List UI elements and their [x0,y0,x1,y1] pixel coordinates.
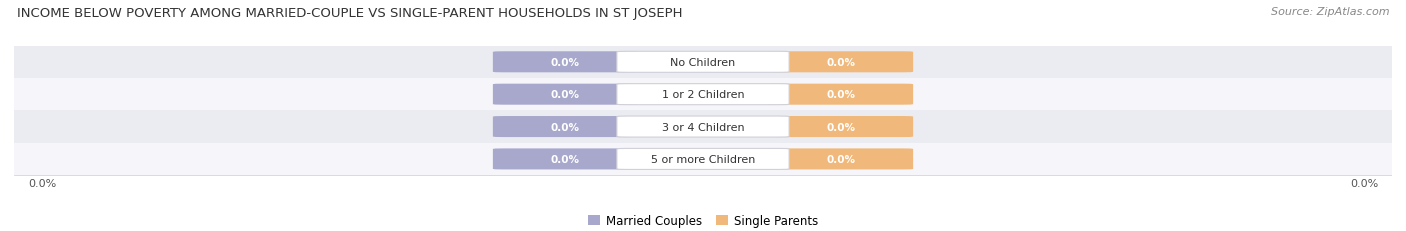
FancyBboxPatch shape [617,52,789,73]
Text: No Children: No Children [671,58,735,67]
Text: 0.0%: 0.0% [1350,178,1378,188]
FancyBboxPatch shape [14,143,1392,175]
Text: 0.0%: 0.0% [551,90,579,100]
FancyBboxPatch shape [617,84,789,105]
Text: Source: ZipAtlas.com: Source: ZipAtlas.com [1271,7,1389,17]
Text: 0.0%: 0.0% [551,154,579,164]
FancyBboxPatch shape [494,149,637,170]
FancyBboxPatch shape [769,149,912,170]
FancyBboxPatch shape [14,46,1392,79]
FancyBboxPatch shape [494,84,637,105]
FancyBboxPatch shape [14,111,1392,143]
FancyBboxPatch shape [769,84,912,105]
Text: 0.0%: 0.0% [827,58,855,67]
FancyBboxPatch shape [769,116,912,137]
Text: 0.0%: 0.0% [551,58,579,67]
FancyBboxPatch shape [494,52,637,73]
Legend: Married Couples, Single Parents: Married Couples, Single Parents [588,214,818,227]
Text: 3 or 4 Children: 3 or 4 Children [662,122,744,132]
Text: 0.0%: 0.0% [827,90,855,100]
FancyBboxPatch shape [769,52,912,73]
Text: 0.0%: 0.0% [28,178,56,188]
Text: 1 or 2 Children: 1 or 2 Children [662,90,744,100]
Text: 0.0%: 0.0% [827,122,855,132]
Text: 0.0%: 0.0% [827,154,855,164]
Text: 5 or more Children: 5 or more Children [651,154,755,164]
FancyBboxPatch shape [617,149,789,170]
Text: INCOME BELOW POVERTY AMONG MARRIED-COUPLE VS SINGLE-PARENT HOUSEHOLDS IN ST JOSE: INCOME BELOW POVERTY AMONG MARRIED-COUPL… [17,7,682,20]
FancyBboxPatch shape [494,116,637,137]
Text: 0.0%: 0.0% [551,122,579,132]
FancyBboxPatch shape [617,116,789,137]
FancyBboxPatch shape [14,79,1392,111]
